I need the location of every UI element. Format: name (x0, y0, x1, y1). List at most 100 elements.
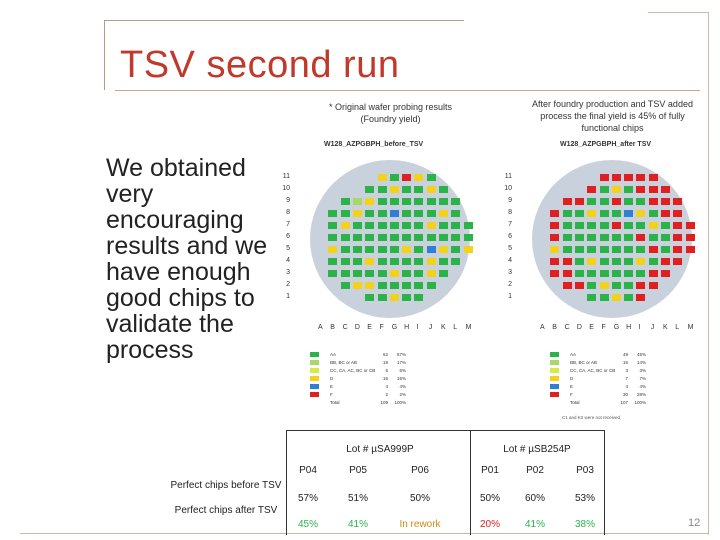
legend-percent: 3% (639, 368, 646, 373)
row-label-after: Perfect chips after TSV (174, 505, 278, 516)
die-cell (661, 234, 670, 241)
die-cell (599, 270, 609, 277)
legend-swatch (310, 368, 319, 373)
die-cell (648, 234, 658, 241)
row-label: 10 (504, 185, 512, 192)
die-cell (340, 246, 350, 253)
die-cell (648, 186, 658, 193)
die-cell (463, 222, 473, 229)
legend-swatch (310, 384, 319, 389)
die-cell (599, 282, 609, 289)
legend-count: 2 (385, 392, 388, 397)
die-cell (402, 258, 412, 265)
slide-frame (648, 12, 709, 535)
die-cell (611, 282, 621, 289)
legend-percent: 17% (396, 360, 406, 365)
legend-swatch (310, 352, 319, 357)
die-cell (661, 270, 670, 277)
legend-percent: 15% (396, 376, 406, 381)
table-cell-before: 51% (347, 493, 368, 504)
column-label: E (589, 324, 594, 331)
column-label: J (650, 324, 655, 331)
legend-label: CC, CA, AC, BC or CB (570, 368, 616, 373)
die-cell (340, 282, 350, 289)
table-cell-before: 60% (524, 493, 545, 504)
column-label: H (626, 324, 632, 331)
die-cell (365, 210, 375, 217)
column-label: F (601, 324, 606, 331)
die-cell (661, 198, 670, 205)
column-label: M (687, 324, 694, 331)
row-label: 4 (508, 257, 512, 264)
die-cell (574, 282, 584, 289)
legend-after-note: C1 and K2 were not received (562, 415, 621, 420)
column-label: C (342, 324, 348, 331)
die-cell (599, 210, 609, 217)
die-cell (673, 222, 683, 229)
die-cell (389, 222, 399, 229)
slide-title: TSV second run (120, 44, 400, 86)
legend-label: F (330, 392, 333, 397)
die-cell (402, 234, 412, 241)
legend-row: Total 107 100% (550, 400, 670, 406)
die-cell (562, 198, 572, 205)
die-cell (624, 174, 634, 181)
die-cell (624, 186, 634, 193)
die-cell (426, 210, 436, 217)
table-column-header: P02 (526, 465, 544, 476)
column-label: I (638, 324, 641, 331)
die-cell (426, 222, 436, 229)
die-cell (562, 282, 572, 289)
die-cell (402, 270, 412, 277)
die-cell (611, 258, 621, 265)
die-cell (365, 294, 375, 301)
die-cell (365, 198, 375, 205)
die-cell (550, 210, 560, 217)
die-cell (599, 234, 609, 241)
table-cell-after: 41% (524, 519, 545, 530)
die-cell (574, 258, 584, 265)
die-cell (611, 234, 621, 241)
column-label: H (404, 324, 410, 331)
legend-row: BB, BC or AB 15 14% (550, 360, 670, 366)
die-cell (402, 210, 412, 217)
die-cell (648, 174, 658, 181)
row-label: 1 (286, 293, 290, 300)
die-cell (562, 258, 572, 265)
die-cell (328, 270, 338, 277)
die-cell (328, 222, 338, 229)
legend-label: E (570, 384, 574, 389)
column-label: M (465, 324, 472, 331)
table-column-header: P05 (349, 465, 367, 476)
column-label: B (552, 324, 557, 331)
legend-row: D 16 15% (310, 376, 430, 382)
die-cell (426, 174, 436, 181)
die-cell (439, 186, 448, 193)
die-cell (426, 234, 436, 241)
die-cell (352, 198, 362, 205)
die-cell (599, 246, 609, 253)
die-cell (365, 222, 375, 229)
column-label: I (416, 324, 419, 331)
column-label: D (576, 324, 582, 331)
die-cell (451, 222, 461, 229)
legend-percent: 4% (639, 384, 646, 389)
legend-label: BB, BC or AB (330, 360, 358, 365)
die-cell (624, 258, 634, 265)
die-cell (587, 258, 597, 265)
die-cell (414, 174, 424, 181)
yield-table: Lot # µSA999P Lot # µSB254P P04 P05 P06 P01… (170, 425, 610, 535)
die-cell (574, 246, 584, 253)
legend-after: AA 49 45% BB, BC or AB 15 14% CC, CA, AC, BC o… (550, 352, 680, 412)
die-cell (340, 210, 350, 217)
die-cell (414, 270, 424, 277)
die-cell (414, 186, 424, 193)
die-cell (599, 198, 609, 205)
die-cell (352, 270, 362, 277)
table-column-header: P01 (481, 465, 499, 476)
die-cell (685, 234, 695, 241)
row-label: 8 (286, 209, 290, 216)
row-label: 7 (508, 221, 512, 228)
die-cell (439, 222, 448, 229)
die-cell (661, 258, 670, 265)
